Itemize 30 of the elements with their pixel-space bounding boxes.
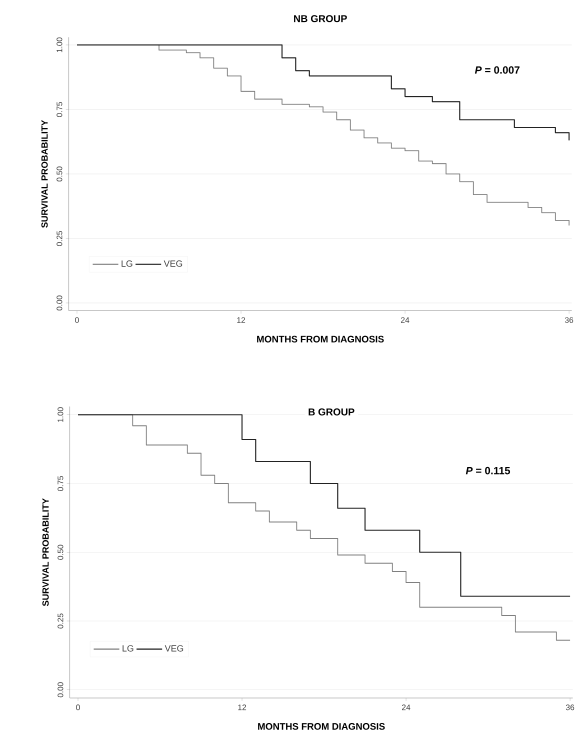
- y-axis-title: SURVIVAL PROBABILITY: [42, 498, 49, 606]
- x-tick-label: 36: [566, 704, 574, 710]
- annotation: P = 0.007: [475, 66, 520, 74]
- chart-title: NB GROUP: [294, 15, 347, 22]
- x-tick-label: 0: [75, 317, 79, 323]
- x-tick-label: 24: [402, 704, 410, 710]
- legend-label: LG: [122, 645, 134, 652]
- x-tick-label: 36: [564, 317, 574, 323]
- legend-label: LG: [122, 260, 132, 267]
- x-axis-title: MONTHS FROM DIAGNOSIS: [257, 336, 384, 342]
- x-axis-title: MONTHS FROM DIAGNOSIS: [258, 723, 385, 730]
- y-tick-label: 0.50: [56, 166, 62, 182]
- x-tick-label: 24: [401, 317, 410, 323]
- chart-title: B GROUP: [308, 408, 354, 416]
- y-tick-label: 0.50: [58, 544, 64, 560]
- legend-label: VEG: [164, 260, 182, 267]
- y-tick-label: 0.25: [58, 614, 64, 628]
- annotation: P = 0.115: [466, 466, 510, 474]
- y-tick-label: 0.75: [56, 102, 62, 117]
- x-tick-label: 0: [76, 704, 80, 710]
- x-tick-label: 12: [238, 704, 246, 710]
- y-tick-label: 0.00: [56, 295, 62, 310]
- y-tick-label: 0.00: [58, 682, 64, 698]
- y-axis-title: SURVIVAL PROBABILITY: [41, 120, 48, 228]
- y-tick-label: 0.75: [58, 476, 64, 491]
- y-tick-label: 1.00: [58, 407, 64, 422]
- y-tick-label: 0.25: [56, 231, 62, 246]
- legend-label: VEG: [164, 645, 184, 652]
- x-tick-label: 12: [237, 317, 246, 323]
- y-tick-label: 1.00: [56, 37, 62, 52]
